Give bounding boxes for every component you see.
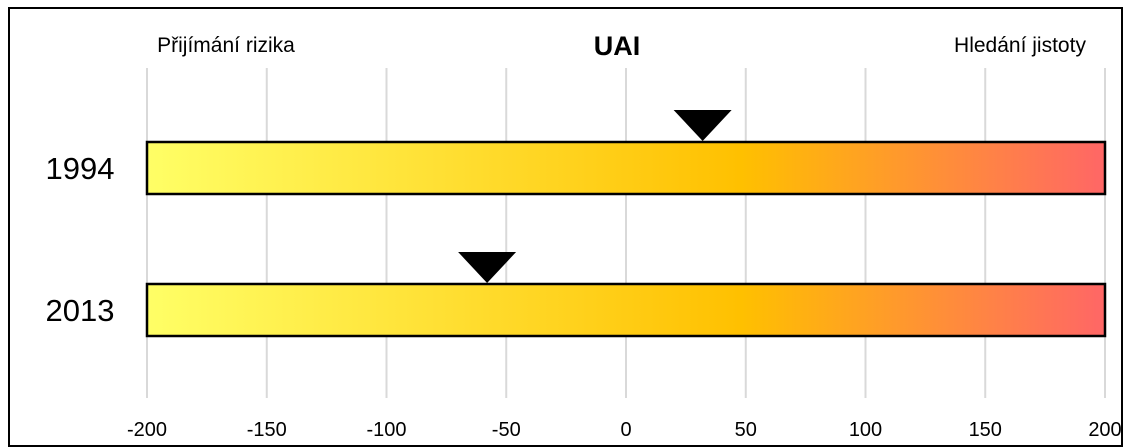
left-axis-label: Přijímání rizika	[157, 34, 295, 57]
chart-title: UAI	[594, 31, 641, 61]
value-marker-1994	[673, 110, 732, 141]
x-tick-label: 100	[849, 419, 882, 436]
uai-bar-2013	[145, 282, 1107, 338]
bars: 1994 2013	[46, 140, 1107, 338]
x-tick-label: 150	[969, 419, 1002, 436]
right-axis-label: Hledání jistoty	[954, 34, 1086, 57]
markers	[458, 110, 732, 283]
x-tick-label: -150	[247, 419, 287, 436]
x-tick-label: -50	[492, 419, 521, 436]
chart-frame	[8, 7, 1123, 447]
value-marker-2013	[458, 252, 517, 283]
uai-chart: 1994 2013 -200 -150 -100 -50 0 50 100 150 200 Při…	[46, 31, 1122, 436]
x-tick-label: 200	[1088, 419, 1121, 436]
uai-bar-1994	[145, 140, 1107, 196]
gridlines	[146, 68, 1106, 398]
x-tick-label: -200	[127, 419, 167, 436]
row-label-1994: 1994	[46, 151, 115, 186]
row-label-2013: 2013	[46, 293, 115, 328]
x-tick-label: 50	[735, 419, 757, 436]
x-tick-labels: -200 -150 -100 -50 0 50 100 150 200	[127, 419, 1122, 436]
x-tick-label: 0	[620, 419, 631, 436]
x-tick-label: -100	[366, 419, 406, 436]
